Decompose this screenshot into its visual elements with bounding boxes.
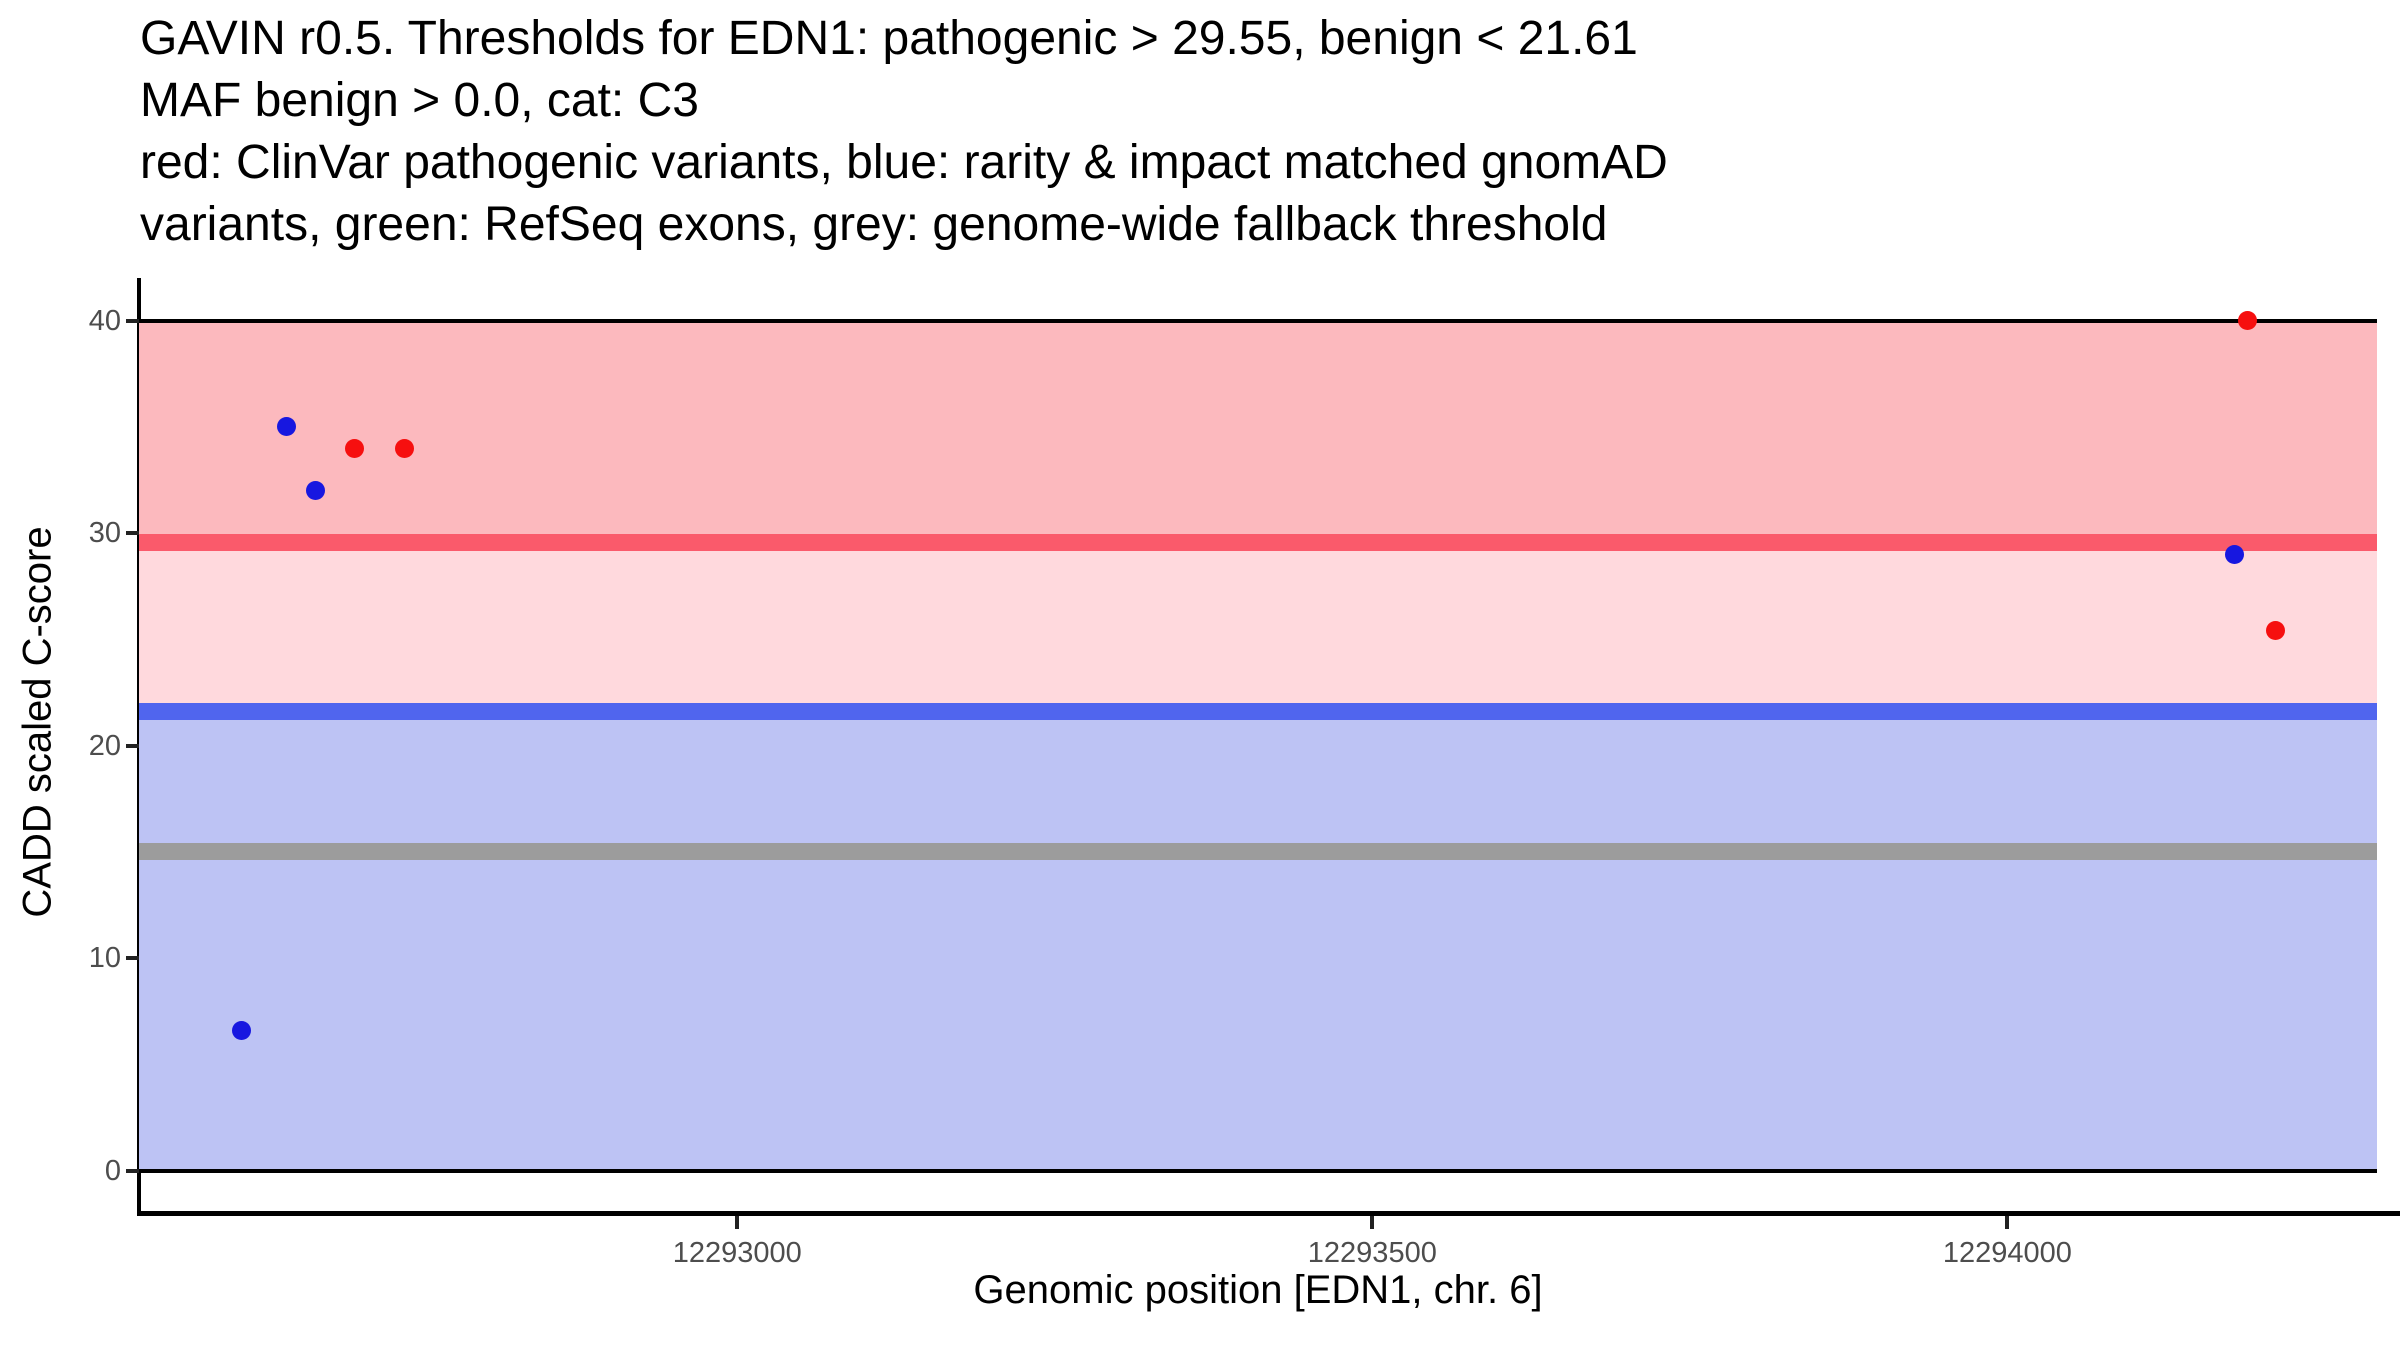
band-border-benign-zone	[139, 1168, 2377, 1173]
y-tick-label: 10	[88, 942, 121, 974]
clinvar-pathogenic-variant-point	[394, 438, 414, 458]
y-tick	[126, 1168, 139, 1173]
plot-title-line-3: red: ClinVar pathogenic variants, blue: …	[140, 136, 1668, 189]
plot-title: GAVIN r0.5. Thresholds for EDN1: pathoge…	[140, 8, 1668, 256]
pathogenic-threshold-line	[139, 534, 2377, 552]
x-tick	[735, 1216, 740, 1229]
benign-threshold-line	[139, 702, 2377, 720]
y-axis-title: CADD scaled C-score	[15, 526, 60, 918]
plot-title-line-4: variants, green: RefSeq exons, grey: gen…	[140, 198, 1608, 251]
x-tick-label: 12293500	[1307, 1237, 1437, 1269]
genome-wide-fallback-threshold-line	[139, 843, 2377, 861]
gnomad-matched-variant-point	[306, 481, 326, 500]
clinvar-pathogenic-variant-point	[345, 438, 365, 458]
threshold-band-benign-zone	[139, 711, 2377, 1171]
y-tick-label: 0	[104, 1154, 121, 1187]
band-border-pathogenic-zone	[139, 318, 2377, 323]
x-tick	[1370, 1216, 1375, 1229]
clinvar-pathogenic-variant-point	[2237, 311, 2257, 330]
y-tick	[126, 531, 139, 535]
gnomad-matched-variant-point	[232, 1020, 252, 1040]
y-tick-label: 40	[88, 304, 121, 337]
plot-title-line-2: MAF benign > 0.0, cat: C3	[140, 74, 699, 127]
threshold-band-pathogenic-zone	[139, 320, 2377, 543]
x-tick	[2005, 1216, 2010, 1229]
x-axis-title: Genomic position [EDN1, chr. 6]	[973, 1268, 1543, 1312]
threshold-band-vus-zone	[139, 542, 2377, 712]
x-tick-label: 12294000	[1942, 1237, 2072, 1269]
plot-title-line-1: GAVIN r0.5. Thresholds for EDN1: pathoge…	[140, 12, 1638, 65]
y-tick-label: 20	[88, 729, 121, 762]
x-axis-line	[137, 1211, 2400, 1216]
y-tick	[126, 743, 139, 748]
x-tick-label: 12293000	[672, 1237, 802, 1269]
gnomad-matched-variant-point	[2225, 544, 2245, 564]
gnomad-matched-variant-point	[276, 417, 296, 437]
y-tick	[126, 956, 139, 960]
clinvar-pathogenic-variant-point	[2265, 621, 2285, 641]
y-tick-label: 30	[88, 517, 121, 549]
y-tick	[126, 318, 139, 323]
